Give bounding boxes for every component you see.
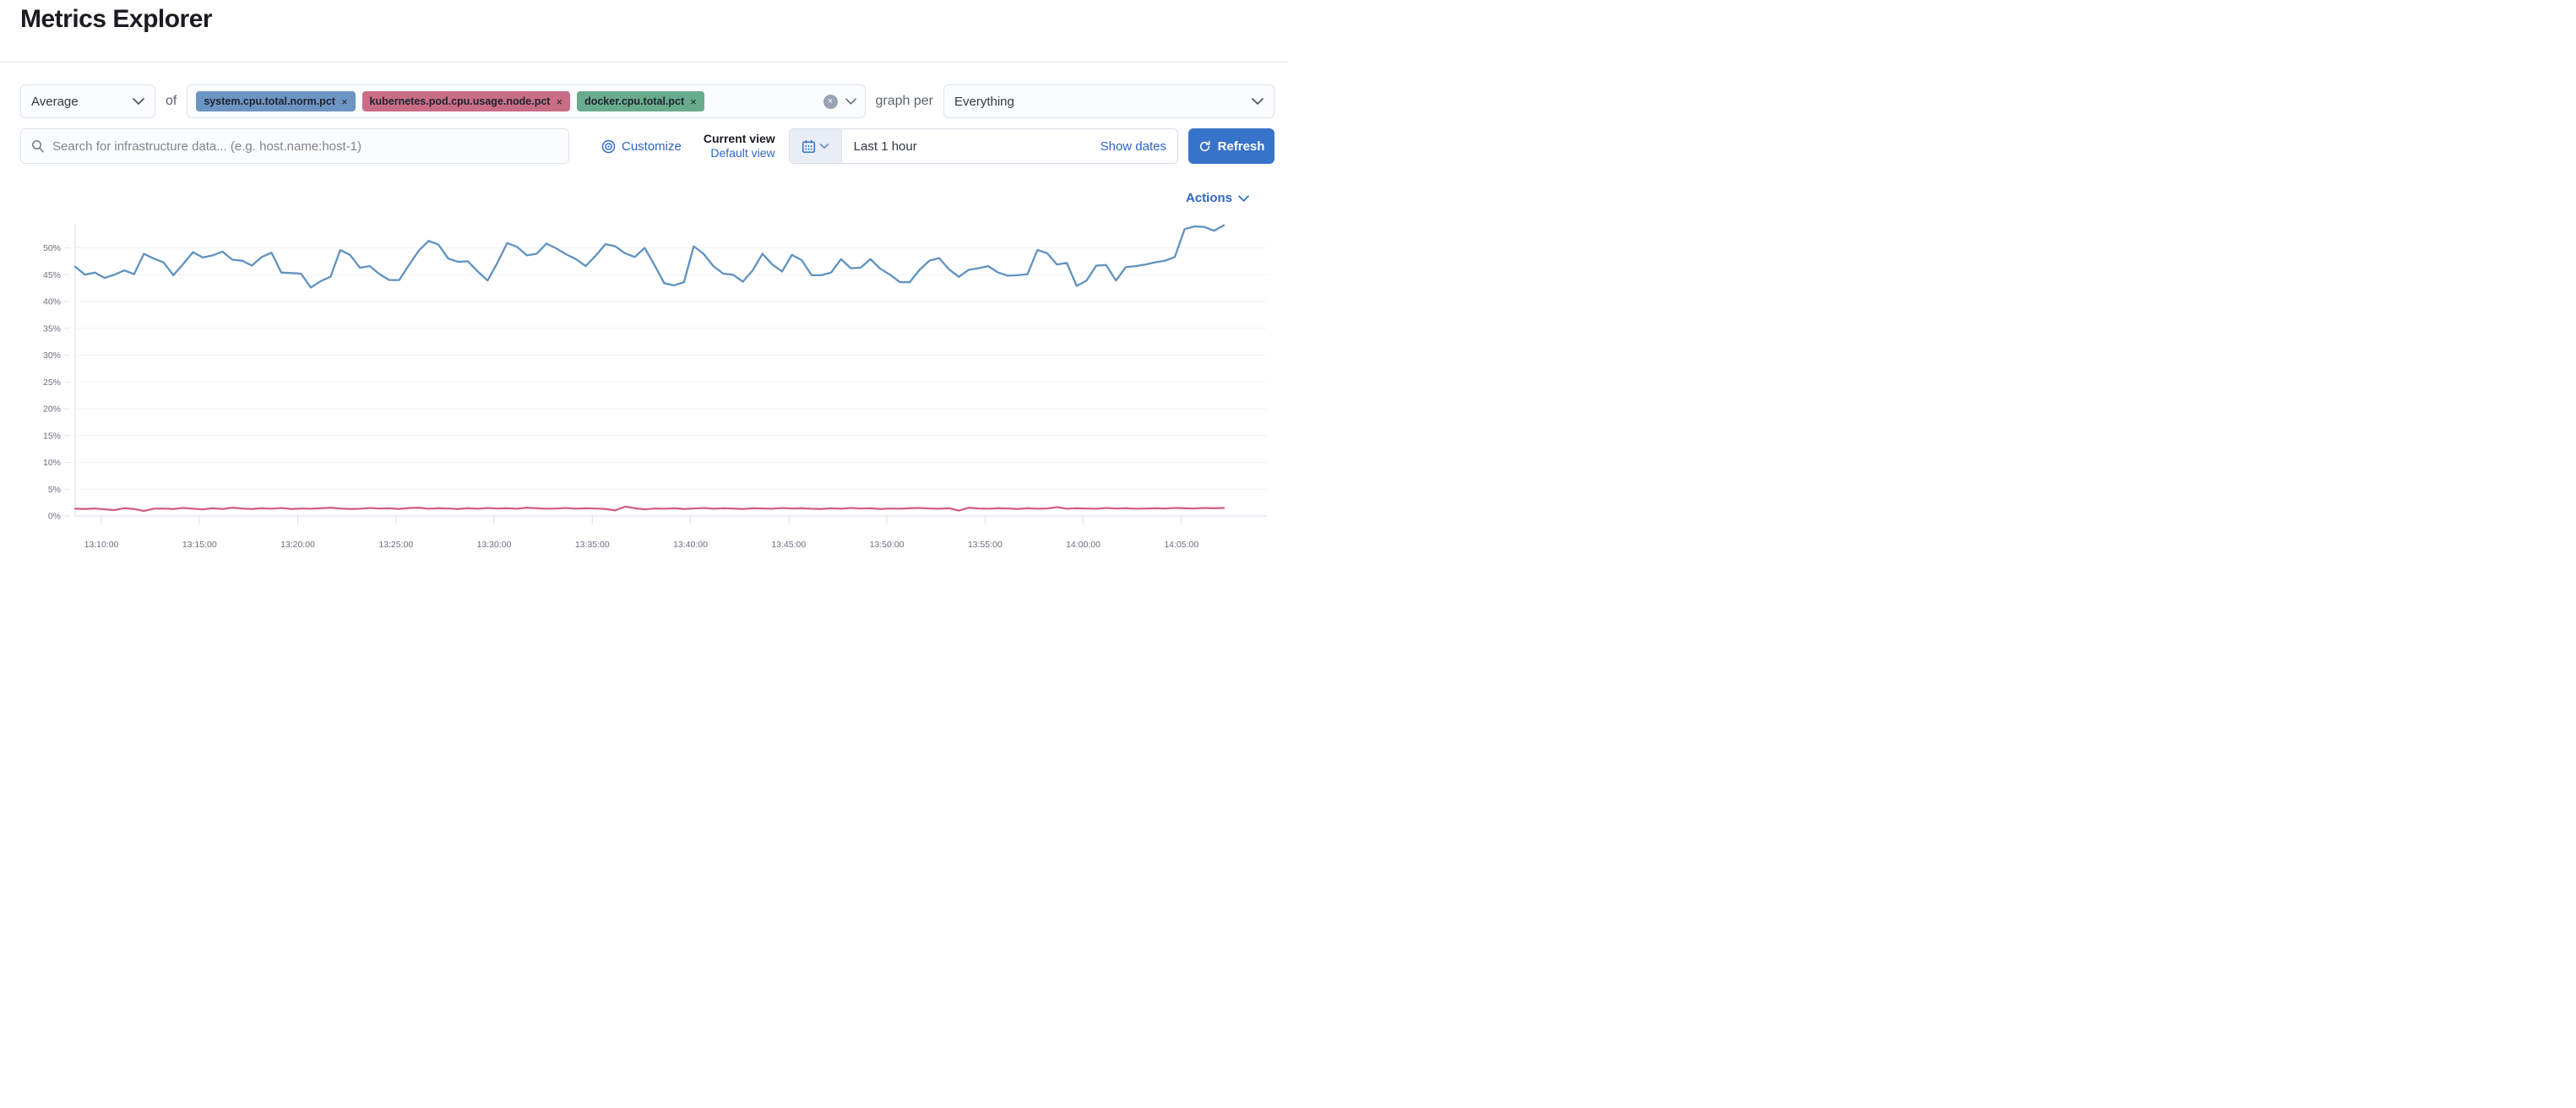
svg-text:14:00:00: 14:00:00 [1066,540,1101,550]
customize-button[interactable]: Customize [601,139,682,154]
actions-menu-button[interactable]: Actions [1186,191,1249,205]
chart-series-lines [73,224,1226,513]
metric-badge-label: system.cpu.total.norm.pct [204,95,335,107]
clear-all-icon[interactable]: × [823,94,838,109]
metric-toolbar: Average of system.cpu.total.norm.pct × ku… [20,84,1274,118]
x-axis-labels: 13:10:00 13:15:00 13:20:00 13:25:00 13:30:00… [84,540,1199,550]
svg-text:30%: 30% [43,350,61,361]
svg-text:35%: 35% [43,323,61,334]
refresh-label: Refresh [1217,138,1265,154]
svg-text:13:55:00: 13:55:00 [968,540,1003,550]
svg-text:40%: 40% [43,297,61,307]
time-range-value[interactable]: Last 1 hour [853,138,917,154]
customize-label: Customize [622,138,682,154]
svg-text:13:10:00: 13:10:00 [84,540,119,550]
chevron-down-icon [1252,98,1264,105]
svg-text:13:50:00: 13:50:00 [870,540,905,550]
combobox-controls: × [823,94,856,109]
calendar-menu-button[interactable] [789,129,842,163]
svg-text:0%: 0% [48,512,61,522]
chart-axes [64,224,1267,524]
search-icon [31,139,45,153]
remove-metric-icon[interactable]: × [340,95,348,108]
group-by-select-value: Everything [954,94,1014,109]
chevron-down-icon [1238,194,1249,202]
y-axis-labels: 0% 5% 10% 15% 20% 25% 30% 35% 40% 45% 50% [43,243,61,522]
svg-text:13:45:00: 13:45:00 [771,540,806,550]
chevron-down-icon [133,98,144,105]
metric-badge[interactable]: kubernetes.pod.cpu.usage.node.pct × [361,91,571,111]
svg-text:14:05:00: 14:05:00 [1164,540,1198,550]
chart-gridlines [75,247,1267,490]
page-title: Metrics Explorer [20,5,213,33]
calendar-icon [802,139,816,154]
group-by-select[interactable]: Everything [943,84,1274,118]
remove-metric-icon[interactable]: × [690,95,697,108]
time-picker: Last 1 hour Show dates [788,128,1178,164]
chevron-down-icon [820,144,829,149]
graph-per-label: graph per [875,94,934,108]
search-toolbar: Customize Current view Default view Last… [20,128,1274,164]
svg-text:13:20:00: 13:20:00 [280,540,315,550]
svg-text:25%: 25% [43,377,61,388]
svg-text:45%: 45% [43,270,61,280]
svg-text:10%: 10% [43,458,61,468]
svg-text:13:40:00: 13:40:00 [673,540,708,550]
aggregation-select[interactable]: Average [20,84,155,118]
refresh-button[interactable]: Refresh [1188,128,1274,164]
svg-text:5%: 5% [48,485,61,495]
chevron-down-icon[interactable] [845,98,856,105]
metrics-combobox[interactable]: system.cpu.total.norm.pct × kubernetes.po… [187,84,866,118]
refresh-icon [1198,140,1211,153]
page-header: Metrics Explorer [20,5,213,34]
search-input[interactable] [52,138,558,154]
aggregation-select-value: Average [31,94,79,109]
svg-text:13:35:00: 13:35:00 [575,540,610,550]
search-box [20,128,569,164]
metric-badge[interactable]: docker.cpu.total.pct × [577,91,704,111]
default-view-link[interactable]: Default view [710,146,775,160]
view-switcher: Current view Default view [704,132,775,161]
svg-text:20%: 20% [43,405,61,415]
metric-badge-label: kubernetes.pod.cpu.usage.node.pct [369,95,551,107]
svg-text:15%: 15% [43,431,61,441]
svg-text:13:30:00: 13:30:00 [477,540,512,550]
metric-badge-label: docker.cpu.total.pct [584,95,685,107]
svg-text:13:25:00: 13:25:00 [378,540,413,550]
show-dates-button[interactable]: Show dates [1100,138,1166,154]
metric-badge[interactable]: system.cpu.total.norm.pct × [196,91,356,111]
svg-text:50%: 50% [43,243,61,253]
current-view-label: Current view [703,131,775,145]
actions-label: Actions [1185,191,1232,205]
svg-text:13:15:00: 13:15:00 [182,540,217,550]
eye-icon [601,139,616,154]
remove-metric-icon[interactable]: × [556,95,563,108]
metrics-chart: 0% 5% 10% 15% 20% 25% 30% 35% 40% 45% 50% 13:10:00… [43,224,1267,550]
of-label: of [166,94,177,108]
